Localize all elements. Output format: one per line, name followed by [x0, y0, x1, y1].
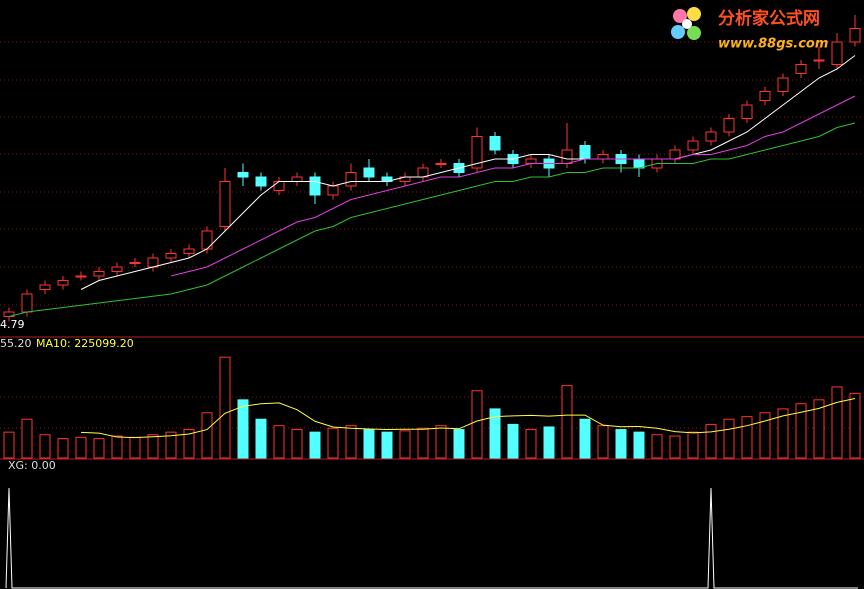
volume-bar	[183, 429, 195, 459]
candle-body	[39, 284, 51, 290]
candle-body	[129, 262, 141, 264]
volume-legend: 55.20	[0, 337, 32, 350]
volume-bar	[633, 431, 645, 459]
candle-body	[237, 172, 249, 178]
watermark-url: www.88gs.com	[718, 37, 828, 52]
line	[170, 95, 856, 277]
candle-body	[777, 77, 789, 92]
volume-bar	[327, 427, 339, 459]
candle-body	[255, 176, 267, 187]
indicator-line	[5, 487, 858, 589]
volume-bar	[525, 429, 537, 459]
candle-body	[111, 266, 123, 272]
volume-bar	[219, 356, 231, 459]
indicator-title: XG: 0.00	[8, 459, 56, 472]
volume-bar	[795, 403, 807, 459]
candle-body	[561, 149, 573, 164]
volume-bar	[813, 399, 825, 459]
candle-body	[741, 104, 753, 119]
volume-bar	[399, 430, 411, 459]
candle-body	[21, 293, 33, 313]
candle-body	[723, 118, 735, 133]
logo	[671, 7, 701, 40]
line	[80, 55, 856, 290]
volume-bar	[3, 431, 15, 459]
candle-body	[489, 136, 501, 151]
volume-legend: MA10: 225099.20	[36, 337, 134, 350]
candle-body	[309, 176, 321, 196]
candle-body	[435, 163, 447, 165]
candle-body	[795, 64, 807, 74]
candle-body	[579, 145, 591, 160]
low-label: 4.79	[0, 318, 25, 331]
volume-bar	[597, 425, 609, 459]
volume-bar	[435, 425, 447, 459]
volume-bar	[489, 408, 501, 459]
volume-bar	[363, 429, 375, 459]
volume-bar	[561, 385, 573, 459]
volume-bar	[579, 418, 591, 459]
volume-bar	[471, 390, 483, 459]
volume-bar	[291, 429, 303, 459]
candle-body	[759, 91, 771, 101]
candle-body	[363, 167, 375, 178]
candle-body	[345, 172, 357, 187]
volume-bar	[273, 425, 285, 459]
volume-bar	[651, 434, 663, 459]
volume-bar	[615, 429, 627, 459]
line	[8, 122, 856, 317]
volume-bar	[147, 434, 159, 459]
volume-bar	[201, 412, 213, 459]
candle-body	[201, 230, 213, 250]
volume-bar	[309, 431, 321, 459]
volume-bar	[705, 423, 717, 459]
volume-bar	[723, 418, 735, 459]
volume-bar	[237, 399, 249, 459]
candle-body	[291, 176, 303, 182]
volume-bar	[759, 412, 771, 459]
volume-bar	[255, 418, 267, 459]
candle-body	[831, 41, 843, 65]
volume-bar	[165, 431, 177, 459]
candle-body	[687, 140, 699, 151]
candle-body	[849, 28, 861, 43]
volume-bar	[453, 429, 465, 459]
volume-bar	[777, 408, 789, 459]
candle-body	[93, 271, 105, 277]
volume-bar	[21, 418, 33, 459]
candle-body	[525, 158, 537, 164]
volume-bar	[741, 416, 753, 459]
volume-bar	[381, 431, 393, 459]
volume-bar	[507, 423, 519, 459]
volume-bar	[75, 436, 87, 459]
volume-bar	[111, 435, 123, 459]
candle-body	[183, 248, 195, 254]
candle-body	[165, 253, 177, 259]
candle-body	[219, 181, 231, 227]
candle-body	[471, 136, 483, 169]
volume-bar	[417, 427, 429, 459]
volume-bar	[129, 436, 141, 459]
volume-bar	[669, 435, 681, 459]
candle-body	[57, 280, 69, 286]
volume-bar	[831, 386, 843, 459]
watermark-title: 分析家公式网	[718, 8, 820, 29]
volume-bar	[93, 438, 105, 459]
candle-body	[75, 275, 87, 278]
candle-body	[705, 131, 717, 142]
volume-bar	[39, 434, 51, 459]
volume-bar	[345, 425, 357, 459]
volume-bar	[543, 426, 555, 459]
line	[80, 398, 856, 439]
candle-body	[273, 181, 285, 191]
candle-body	[327, 185, 339, 196]
volume-bar	[849, 392, 861, 459]
volume-bar	[57, 438, 69, 459]
candle-body	[813, 59, 825, 62]
volume-bar	[687, 431, 699, 459]
candle-body	[597, 154, 609, 160]
